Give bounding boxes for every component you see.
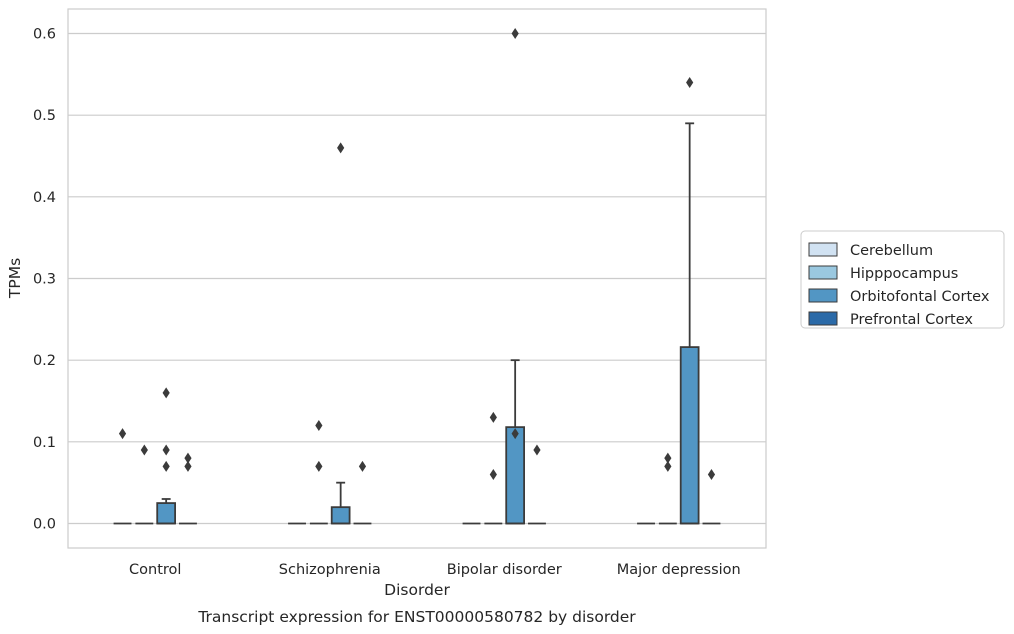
box-1-0 (135, 444, 154, 525)
chart-title: Transcript expression for ENST0000058078… (197, 608, 636, 626)
box-2-2 (505, 28, 525, 525)
outlier-point (337, 142, 345, 154)
legend-entry: Prefrontal Cortex (850, 312, 973, 328)
box-body (156, 502, 176, 525)
box-0-0 (113, 428, 132, 525)
x-tick-label: Bipolar disorder (447, 562, 562, 578)
x-tick-label: Control (129, 562, 181, 578)
box-body (330, 506, 351, 525)
x-tick-label: Schizophrenia (279, 562, 381, 578)
outlier-point (162, 387, 170, 399)
box-1-3 (658, 452, 677, 525)
legend-swatch (808, 265, 838, 280)
outlier-point (184, 452, 192, 464)
legend-entry: Cerebellum (850, 243, 933, 259)
outlier-point (162, 460, 170, 472)
legend-frame (800, 230, 1005, 329)
gridlines (68, 32, 766, 525)
x-tick-label: Major depression (617, 562, 741, 578)
x-axis-label: Disorder (384, 581, 450, 599)
outlier-point (511, 28, 519, 39)
outlier-point (489, 469, 497, 480)
box-1-1 (309, 420, 328, 525)
outlier-point (184, 460, 192, 472)
y-tick-label: 0.2 (33, 353, 56, 369)
y-tick-label: 0.6 (33, 27, 56, 43)
plot-frame (67, 8, 767, 549)
outlier-point (140, 444, 148, 456)
outlier-point (315, 460, 323, 472)
legend: Cerebellum Hipppocampus Orbitofontal Corte… (800, 230, 1005, 329)
box-3-3 (702, 469, 721, 525)
box-2-3 (679, 77, 700, 525)
box-body (679, 346, 700, 525)
box-1-2 (484, 411, 503, 525)
box-2-1 (330, 142, 351, 525)
x-tick-labels: Control Schizophrenia Bipolar disorder Majo… (129, 562, 741, 578)
outlier-point (162, 444, 170, 456)
outlier-point (511, 428, 519, 440)
outlier-point (315, 420, 323, 431)
y-axis-label: TPMs (6, 258, 24, 299)
y-tick-label: 0.0 (33, 517, 56, 533)
box-series (113, 28, 721, 525)
legend-entry: Hipppocampus (850, 266, 958, 282)
outlier-point (707, 469, 716, 480)
legend-swatch (808, 242, 838, 257)
y-tick-label: 0.3 (33, 272, 56, 288)
y-tick-label: 0.1 (33, 435, 56, 451)
legend-swatch (808, 288, 838, 303)
outlier-point (533, 444, 541, 456)
box-3-2 (528, 444, 546, 525)
outlier-point (686, 77, 694, 88)
y-tick-labels: 0.0 0.1 0.2 0.3 0.4 0.5 0.6 (33, 27, 56, 533)
box-3-0 (179, 452, 197, 525)
outlier-point (118, 428, 127, 440)
outlier-point (664, 452, 672, 464)
outlier-point (358, 460, 367, 472)
legend-swatch (808, 311, 838, 326)
box-2-0 (156, 387, 176, 525)
outlier-point (664, 460, 672, 472)
outlier-point (489, 411, 497, 423)
box-3-1 (353, 460, 372, 525)
box-body (505, 426, 525, 525)
y-tick-label: 0.4 (33, 190, 56, 206)
legend-entry: Orbitofontal Cortex (850, 289, 990, 305)
y-tick-label: 0.5 (33, 108, 56, 124)
